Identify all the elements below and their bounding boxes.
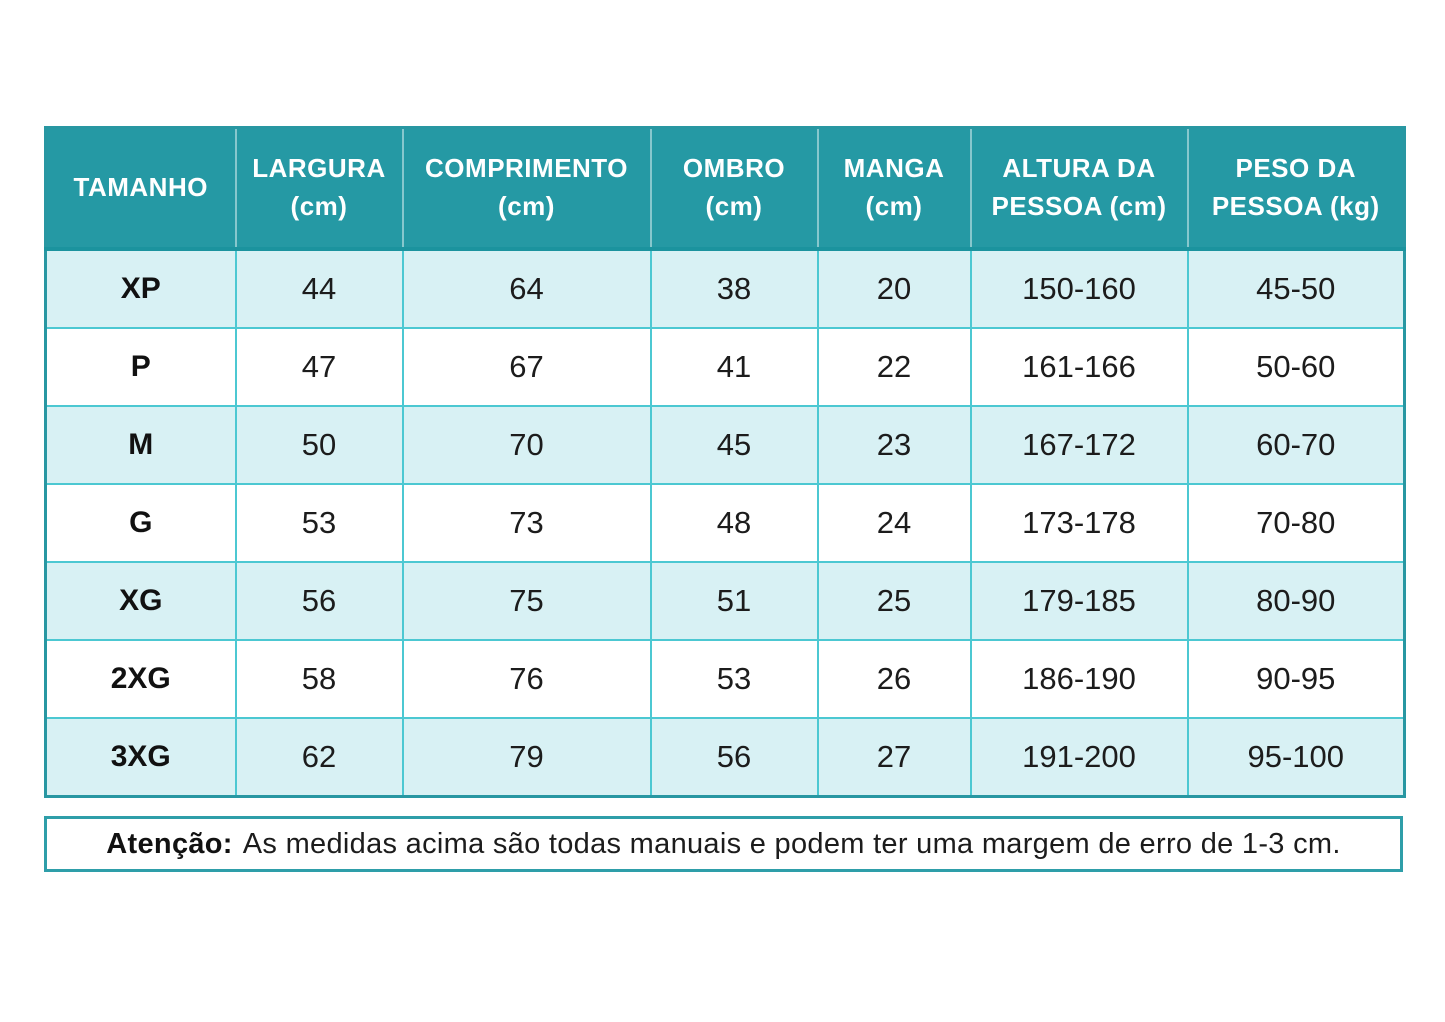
cell-ombro: 51 [649,561,819,641]
cell-altura: 161-166 [969,327,1189,407]
cell-comprimento: 76 [401,639,652,719]
header-ombro: OMBRO (cm) [649,127,819,251]
cell-ombro: 48 [649,483,819,563]
header-label: LARGURA [252,153,386,184]
cell-comprimento: 67 [401,327,652,407]
cell-peso: 95-100 [1186,717,1406,798]
cell-altura: 191-200 [969,717,1189,798]
cell-size: G [44,483,237,563]
header-row: TAMANHO LARGURA (cm) COMPRIMENTO (cm) OMBR… [44,127,1406,251]
cell-manga: 24 [816,483,972,563]
cell-altura: 186-190 [969,639,1189,719]
header-unit: (cm) [865,191,923,221]
cell-manga: 27 [816,717,972,798]
cell-manga: 22 [816,327,972,407]
table-header: TAMANHO LARGURA (cm) COMPRIMENTO (cm) OMBR… [44,127,1406,251]
cell-peso: 60-70 [1186,405,1406,485]
header-label: ALTURA DA [1002,153,1156,184]
cell-peso: 50-60 [1186,327,1406,407]
table-row-g: G 53 73 48 24 173-178 70-80 [44,483,1406,563]
header-peso-pessoa: PESO DA PESSOA (kg) [1186,127,1406,251]
cell-peso: 45-50 [1186,248,1406,329]
table-row-2xg: 2XG 58 76 53 26 186-190 90-95 [44,639,1406,719]
cell-comprimento: 73 [401,483,652,563]
table-row-xp: XP 44 64 38 20 150-160 45-50 [44,248,1406,329]
header-unit: (cm) [290,191,348,221]
attention-note: Atenção: As medidas acima são todas manu… [44,816,1403,872]
cell-manga: 26 [816,639,972,719]
table-row-3xg: 3XG 62 79 56 27 191-200 95-100 [44,717,1406,798]
cell-largura: 44 [234,248,404,329]
header-comprimento: COMPRIMENTO (cm) [401,127,652,251]
attention-note-text: As medidas acima são todas manuais e pod… [242,827,1341,860]
cell-largura: 56 [234,561,404,641]
cell-largura: 50 [234,405,404,485]
cell-altura: 167-172 [969,405,1189,485]
cell-size: XP [44,248,237,329]
cell-altura: 173-178 [969,483,1189,563]
header-label: PESO DA [1235,153,1357,184]
header-largura: LARGURA (cm) [234,127,404,251]
header-unit: PESSOA (kg) [1211,191,1380,221]
cell-size: M [44,405,237,485]
cell-largura: 58 [234,639,404,719]
header-label: COMPRIMENTO [425,153,628,184]
header-tamanho: TAMANHO [44,127,237,251]
cell-manga: 23 [816,405,972,485]
cell-ombro: 56 [649,717,819,798]
cell-size: 2XG [44,639,237,719]
size-chart-table: TAMANHO LARGURA (cm) COMPRIMENTO (cm) OMBR… [44,126,1406,798]
cell-largura: 62 [234,717,404,798]
cell-altura: 150-160 [969,248,1189,329]
header-unit: PESSOA (cm) [991,191,1167,221]
cell-ombro: 41 [649,327,819,407]
cell-comprimento: 70 [401,405,652,485]
header-manga: MANGA (cm) [816,127,972,251]
cell-largura: 53 [234,483,404,563]
cell-size: P [44,327,237,407]
cell-peso: 70-80 [1186,483,1406,563]
header-label: OMBRO [682,153,786,184]
cell-comprimento: 79 [401,717,652,798]
cell-largura: 47 [234,327,404,407]
cell-comprimento: 64 [401,248,652,329]
table-body: XP 44 64 38 20 150-160 45-50 P 47 67 41 … [44,248,1406,798]
table-row-m: M 50 70 45 23 167-172 60-70 [44,405,1406,485]
cell-size: XG [44,561,237,641]
cell-manga: 25 [816,561,972,641]
cell-size: 3XG [44,717,237,798]
table-row-xg: XG 56 75 51 25 179-185 80-90 [44,561,1406,641]
cell-manga: 20 [816,248,972,329]
cell-peso: 90-95 [1186,639,1406,719]
header-unit: (cm) [498,191,555,221]
header-unit: (cm) [705,191,763,221]
cell-comprimento: 75 [401,561,652,641]
cell-peso: 80-90 [1186,561,1406,641]
cell-altura: 179-185 [969,561,1189,641]
cell-ombro: 45 [649,405,819,485]
table-row-p: P 47 67 41 22 161-166 50-60 [44,327,1406,407]
header-altura-pessoa: ALTURA DA PESSOA (cm) [969,127,1189,251]
header-label: MANGA [843,153,945,184]
cell-ombro: 38 [649,248,819,329]
cell-ombro: 53 [649,639,819,719]
attention-note-label: Atenção: [106,827,233,860]
header-label: TAMANHO [73,172,208,203]
